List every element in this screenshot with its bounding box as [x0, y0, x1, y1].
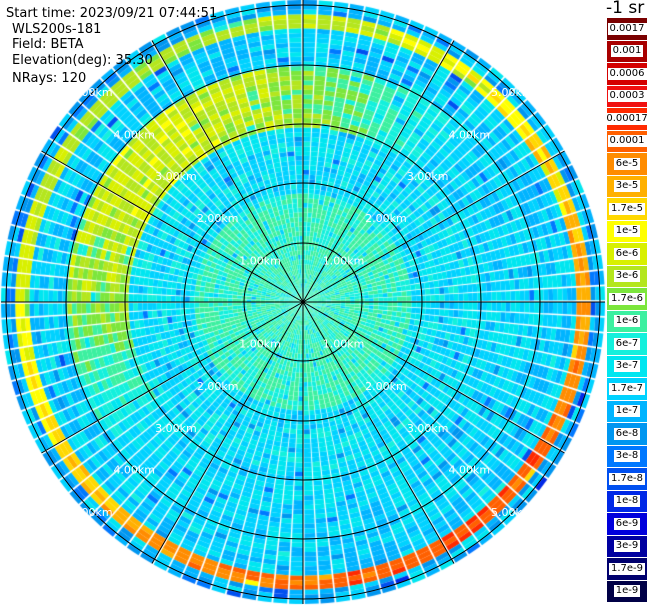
colorbar-level-label: 1.7e-5: [608, 202, 646, 215]
azimuth-line: [41, 150, 304, 303]
colorbar-level-label: 3e-9: [613, 540, 641, 553]
colorbar-level-label: 6e-9: [613, 517, 641, 530]
azimuth-line: [302, 301, 455, 564]
range-ring-label: 3.00km: [407, 422, 449, 435]
colorbar-level-label: 6e-8: [613, 427, 641, 440]
colorbar-level: 0.00017: [604, 108, 647, 130]
colorbar-level-label: 0.0006: [607, 67, 647, 80]
colorbar-level: 1.7e-7: [607, 378, 647, 400]
colorbar-level-label: 1e-6: [613, 315, 641, 328]
colorbar-level-label: 0.0017: [607, 22, 647, 35]
colorbar-level: 0.0003: [607, 85, 647, 107]
colorbar-level-label: 0.00017: [604, 112, 647, 125]
range-ring-label: 1.00km: [323, 338, 365, 351]
colorbar-level: 1e-6: [607, 310, 647, 332]
colorbar-level-label: 3e-5: [613, 180, 641, 193]
instrument-label: WLS200s-181: [12, 22, 102, 37]
colorbar-level: 6e-5: [607, 153, 647, 175]
colorbar-level: 3e-6: [607, 265, 647, 287]
range-ring-label: 1.00km: [239, 338, 281, 351]
colorbar-level: 6e-6: [607, 243, 647, 265]
range-ring-label: 1.00km: [239, 254, 281, 267]
azimuth-line: [302, 150, 565, 303]
colorbar-level-label: 0.001: [610, 45, 644, 58]
range-ring-label: 5.00km: [491, 506, 533, 519]
colorbar-level: 1.7e-6: [607, 288, 647, 310]
colorbar-level: 1.7e-8: [607, 468, 647, 490]
azimuth-line: [302, 40, 455, 303]
range-ring-label: 5.00km: [71, 86, 113, 99]
field-label: Field: BETA: [12, 37, 84, 52]
colorbar-level-label: 1.7e-8: [608, 472, 646, 485]
colorbar-level-label: 6e-6: [613, 247, 641, 260]
colorbar-level-label: 1e-9: [613, 585, 641, 598]
colorbar-level: 3e-8: [607, 445, 647, 467]
colorbar-level-label: 3e-8: [613, 450, 641, 463]
colorbar-level: 0.0006: [607, 63, 647, 85]
colorbar-level-label: 6e-7: [613, 337, 641, 350]
colorbar-level-label: 3e-6: [613, 270, 641, 283]
colorbar-level: 1e-7: [607, 400, 647, 422]
colorbar-level: 3e-9: [607, 535, 647, 557]
range-ring-label: 3.00km: [155, 170, 197, 183]
colorbar-level: 1e-9: [607, 580, 647, 602]
nrays-label: NRays: 120: [12, 71, 87, 86]
colorbar-level-label: 0.0003: [607, 90, 647, 103]
colorbar-level: 1e-8: [607, 490, 647, 512]
colorbar-level-label: 1.7e-6: [608, 292, 646, 305]
colorbar-level: 6e-8: [607, 423, 647, 445]
colorbar-level-label: 1.7e-7: [608, 382, 646, 395]
range-ring-label: 1.00km: [323, 254, 365, 267]
colorbar-unit-label: -1 sr: [606, 0, 645, 18]
range-ring-label: 2.00km: [365, 212, 407, 225]
range-ring-label: 4.00km: [449, 464, 491, 477]
start-time-label: Start time: 2023/09/21 07:44:51: [6, 6, 218, 21]
azimuth-line: [151, 40, 304, 303]
range-ring-label: 5.00km: [491, 86, 533, 99]
azimuth-line: [302, 301, 565, 454]
range-ring-label: 5.00km: [71, 506, 113, 519]
colorbar-level-label: 6e-5: [613, 157, 641, 170]
colorbar-level: 3e-5: [607, 175, 647, 197]
colorbar-level-label: 1e-7: [613, 405, 641, 418]
colorbar-level-label: 1.7e-9: [608, 562, 646, 575]
elevation-label: Elevation(deg): 35.30: [12, 53, 153, 68]
colorbar-level-label: 3e-7: [613, 360, 641, 373]
range-ring-label: 3.00km: [407, 170, 449, 183]
range-ring-label: 2.00km: [365, 380, 407, 393]
colorbar-level: 6e-7: [607, 333, 647, 355]
colorbar-level: 1.7e-9: [607, 558, 647, 580]
range-ring-label: 4.00km: [113, 464, 155, 477]
colorbar-level: 1e-5: [607, 220, 647, 242]
range-ring-label: 2.00km: [197, 212, 239, 225]
colorbar-level-label: 1e-8: [613, 495, 641, 508]
colorbar-level-label: 1e-5: [613, 225, 641, 238]
colorbar-level: 0.0017: [607, 18, 647, 40]
colorbar-level: 0.0001: [607, 130, 647, 152]
colorbar-level-label: 0.0001: [607, 135, 647, 148]
colorbar-level: 0.001: [607, 40, 647, 62]
colorbar-level: 3e-7: [607, 355, 647, 377]
range-ring-label: 2.00km: [197, 380, 239, 393]
azimuth-line: [41, 301, 304, 454]
colorbar-level: 6e-9: [607, 513, 647, 535]
range-ring-label: 3.00km: [155, 422, 197, 435]
colorbar-level: 1.7e-5: [607, 198, 647, 220]
range-ring-label: 4.00km: [449, 128, 491, 141]
range-ring-label: 4.00km: [113, 128, 155, 141]
azimuth-line: [151, 301, 304, 564]
